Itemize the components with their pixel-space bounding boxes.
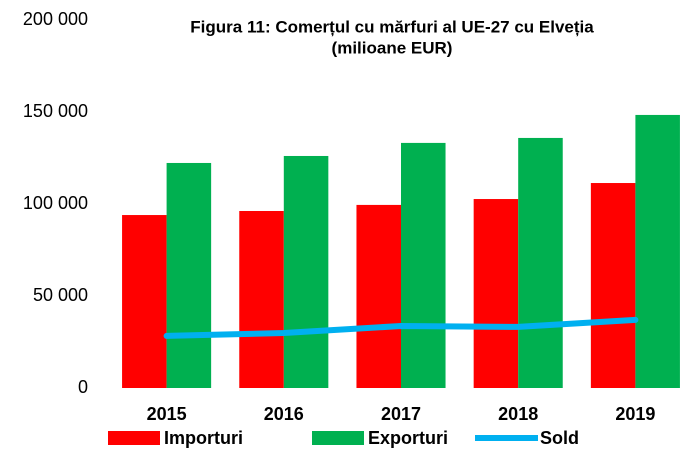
x-tick-label: 2018 <box>498 404 538 424</box>
x-tick-label: 2019 <box>615 404 655 424</box>
chart-subtitle: (milioane EUR) <box>332 38 453 57</box>
legend-label: Sold <box>540 428 579 448</box>
chart-title: Figura 11: Comerțul cu mărfuri al UE-27 … <box>190 17 594 36</box>
bar <box>401 142 446 388</box>
legend-label: Exporturi <box>368 428 448 448</box>
y-tick-label: 150 000 <box>23 101 88 121</box>
bar <box>166 162 212 388</box>
y-tick-label: 200 000 <box>23 9 88 29</box>
bar <box>473 199 519 388</box>
bar <box>283 155 329 388</box>
bar <box>518 137 563 388</box>
bar <box>590 183 636 388</box>
line <box>163 316 639 339</box>
bar <box>239 210 284 388</box>
legend-label: Importuri <box>164 428 243 448</box>
x-tick-label: 2017 <box>381 404 421 424</box>
legend-swatch <box>312 431 364 445</box>
x-tick-label: 2015 <box>147 404 187 424</box>
bar <box>635 114 680 388</box>
x-tick-label: 2016 <box>264 404 304 424</box>
legend-swatch <box>108 431 160 445</box>
y-tick-label: 100 000 <box>23 193 88 213</box>
bar <box>356 204 401 388</box>
bar <box>122 215 167 388</box>
y-tick-label: 50 000 <box>33 285 88 305</box>
y-tick-label: 0 <box>78 377 88 397</box>
